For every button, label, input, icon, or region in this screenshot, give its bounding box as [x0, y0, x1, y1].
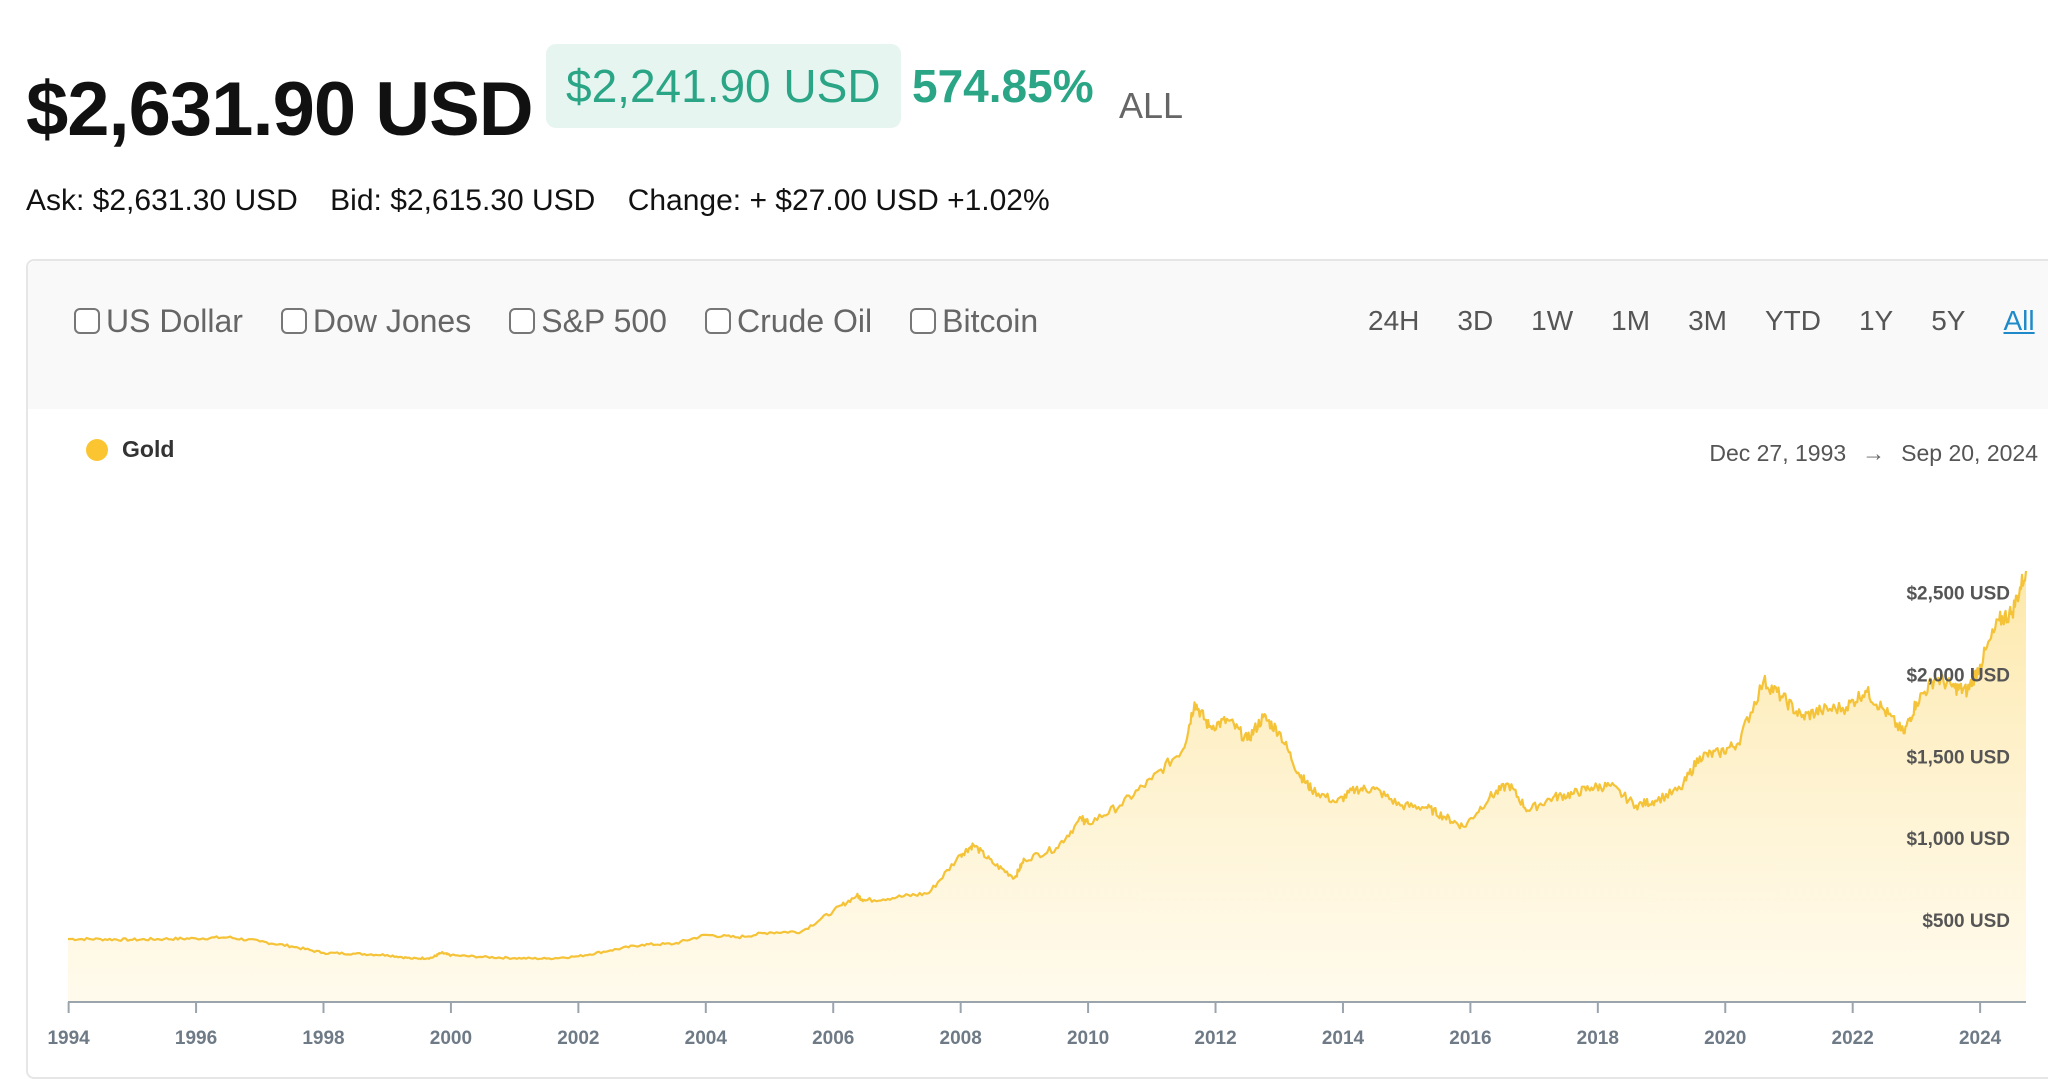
- x-tick-label: 1996: [175, 1028, 217, 1049]
- bid-price: Bid: $2,615.30 USD: [330, 184, 596, 217]
- compare-crude-oil[interactable]: Crude Oil: [704, 302, 873, 340]
- x-tick-label: 2022: [1832, 1028, 1874, 1049]
- range-label: ALL: [1119, 85, 1184, 126]
- compare-dow-jones[interactable]: Dow Jones: [280, 302, 472, 340]
- y-tick-label: $1,000 USD: [1906, 829, 2010, 850]
- x-tick-label: 2014: [1322, 1028, 1365, 1049]
- x-tick-label: 2004: [685, 1028, 728, 1049]
- x-tick-label: 2018: [1577, 1028, 1619, 1049]
- date-end: Sep 20, 2024: [1901, 440, 2038, 466]
- compare-sp-500[interactable]: S&P 500: [509, 303, 667, 340]
- change-amount-badge: $2,241.90 USD: [546, 44, 901, 128]
- y-tick-label: $2,500 USD: [1906, 584, 2010, 605]
- date-range: Dec 27, 1993 → Sep 20, 2024: [1709, 440, 2038, 467]
- gold-legend-dot: [86, 438, 108, 461]
- compare-label: Bitcoin: [942, 302, 1039, 339]
- x-tick-label: 2016: [1449, 1028, 1491, 1049]
- compare-label: US Dollar: [106, 302, 243, 339]
- x-tick-label: 2010: [1067, 1028, 1109, 1049]
- tab-3m[interactable]: 3M: [1688, 305, 1727, 336]
- tab-1w[interactable]: 1W: [1531, 305, 1574, 336]
- chart-panel: US Dollar Dow Jones S&P 500 Crude Oil Bi…: [26, 259, 2048, 1079]
- x-tick-label: 1998: [302, 1028, 344, 1049]
- gold-series-line: [68, 570, 2028, 961]
- compare-label: S&P 500: [541, 302, 667, 339]
- y-tick-label: $500 USD: [1922, 911, 2010, 932]
- x-tick-label: 1994: [47, 1028, 90, 1049]
- checkbox-icon[interactable]: [280, 308, 307, 334]
- checkbox-icon[interactable]: [74, 308, 100, 334]
- change-percent: 574.85%: [912, 60, 1094, 112]
- x-tick-label: 2000: [430, 1028, 472, 1049]
- daily-change: Change: + $27.00 USD +1.02%: [627, 184, 1050, 217]
- tab-1y[interactable]: 1Y: [1858, 305, 1894, 336]
- y-tick-label: $1,500 USD: [1906, 747, 2010, 768]
- ask-price: Ask: $2,631.30 USD: [26, 184, 298, 217]
- x-tick-label: 2012: [1194, 1028, 1236, 1049]
- tab-3d[interactable]: 3D: [1457, 305, 1494, 336]
- x-tick-label: 2006: [812, 1028, 854, 1049]
- compare-options: US Dollar Dow Jones S&P 500 Crude Oil Bi…: [74, 297, 1076, 345]
- x-tick-label: 2008: [940, 1028, 982, 1049]
- date-start: Dec 27, 1993: [1709, 440, 1847, 466]
- gold-area: [68, 571, 2026, 1002]
- checkbox-icon[interactable]: [910, 308, 937, 334]
- tab-ytd[interactable]: YTD: [1764, 305, 1821, 336]
- x-tick-label: 2002: [557, 1028, 599, 1049]
- tab-all[interactable]: All: [2003, 305, 2035, 336]
- compare-label: Dow Jones: [312, 302, 472, 339]
- tab-5y[interactable]: 5Y: [1931, 305, 1966, 336]
- range-tabs: 24H 3D 1W 1M 3M YTD 1Y 5Y All: [1368, 297, 2035, 345]
- quote-line: Ask: $2,631.30 USD Bid: $2,615.30 USD Ch…: [26, 184, 1074, 218]
- x-tick-label: 2024: [1959, 1028, 2002, 1049]
- checkbox-icon[interactable]: [509, 308, 536, 334]
- compare-label: Crude Oil: [736, 302, 873, 339]
- gold-price-chart[interactable]: 1994 1996 1998 2000 2002 2004 2006 2008 2010 2012…: [28, 261, 2048, 1073]
- chart-legend: Gold: [86, 436, 174, 463]
- legend-label: Gold: [122, 436, 175, 462]
- checkbox-icon[interactable]: [704, 308, 731, 334]
- arrow-right-icon: →: [1862, 440, 1886, 466]
- tab-1m[interactable]: 1M: [1611, 305, 1651, 336]
- compare-bitcoin[interactable]: Bitcoin: [910, 303, 1038, 340]
- tab-24h[interactable]: 24H: [1368, 305, 1420, 336]
- price-header: $2,631.90 USD $2,241.90 USD 574.85% ALL: [26, 44, 1426, 152]
- x-tick-label: 2020: [1704, 1028, 1746, 1049]
- y-tick-label: $2,000 USD: [1906, 665, 2010, 686]
- current-price: $2,631.90 USD: [26, 67, 534, 152]
- compare-us-dollar[interactable]: US Dollar: [74, 303, 243, 340]
- chart-toolbar: US Dollar Dow Jones S&P 500 Crude Oil Bi…: [28, 261, 2048, 409]
